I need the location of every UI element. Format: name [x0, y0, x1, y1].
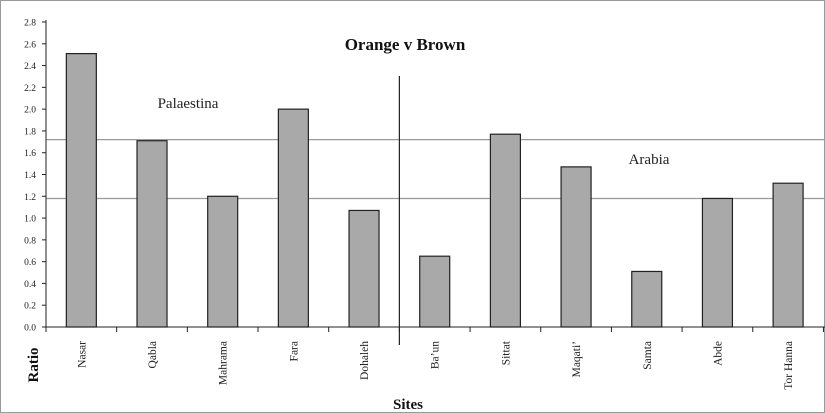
- annotation-palaestina: Palaestina: [158, 96, 219, 112]
- x-tick-label: Tor Hanna: [783, 341, 795, 390]
- bar-samta: [631, 270, 663, 328]
- y-tick-label: 0.8: [24, 236, 36, 246]
- x-tick-label: Nasar: [76, 341, 88, 368]
- chart-title: Orange v Brown: [345, 35, 466, 54]
- bar-abde: [701, 197, 734, 328]
- y-tick-label: 0.0: [24, 324, 36, 334]
- y-tick-label: 1.2: [24, 193, 36, 203]
- y-axis-title: Ratio: [26, 348, 42, 383]
- y-tick-label: 1.4: [24, 171, 36, 181]
- x-tick-label: Ba’un: [430, 341, 442, 369]
- x-axis-title: Sites: [393, 397, 423, 413]
- x-tick-label: Abde: [712, 341, 724, 366]
- bar-mahrama: [207, 195, 239, 328]
- y-tick-label: 1.8: [24, 127, 36, 137]
- bar-fara: [277, 108, 309, 328]
- y-tick-label: 0.6: [24, 258, 36, 268]
- bar-ba-un: [419, 255, 451, 328]
- bar-nasar: [65, 52, 97, 328]
- x-tick-label: Mahrama: [218, 341, 230, 385]
- annotation-arabia: Arabia: [629, 152, 670, 168]
- y-tick-label: 0.2: [24, 302, 36, 312]
- bar-qabla: [136, 140, 168, 328]
- x-tick-label: Samta: [642, 341, 654, 370]
- x-tick-label: Qabla: [147, 341, 159, 368]
- x-tick-label: Fara: [288, 341, 300, 361]
- plot-area: 0.0 0.2 0.4 0.6 0.8 1.0 1.2 1.4 1.6 1.8 2.0 2.2 2.4 2…: [24, 19, 825, 390]
- y-tick-label: 2.8: [24, 19, 36, 29]
- y-tick-label: 1.0: [24, 215, 36, 225]
- y-tick-label: 2.2: [24, 84, 36, 94]
- bar-maqati-: [560, 166, 592, 328]
- y-tick-label: 2.6: [24, 40, 36, 50]
- bar-tor-hanna: [772, 182, 804, 328]
- bar-sittat: [489, 133, 521, 328]
- y-tick-label: 2.4: [24, 62, 36, 72]
- y-tick-label: 0.4: [24, 280, 36, 290]
- bar-dohaleh: [348, 209, 380, 328]
- y-tick-label: 2.0: [24, 106, 36, 116]
- x-tick-label: Sittat: [500, 340, 512, 365]
- x-tick-label: Maqati’: [571, 341, 583, 377]
- y-tick-label: 1.6: [24, 149, 36, 159]
- x-tick-label: Dohaleh: [359, 341, 371, 380]
